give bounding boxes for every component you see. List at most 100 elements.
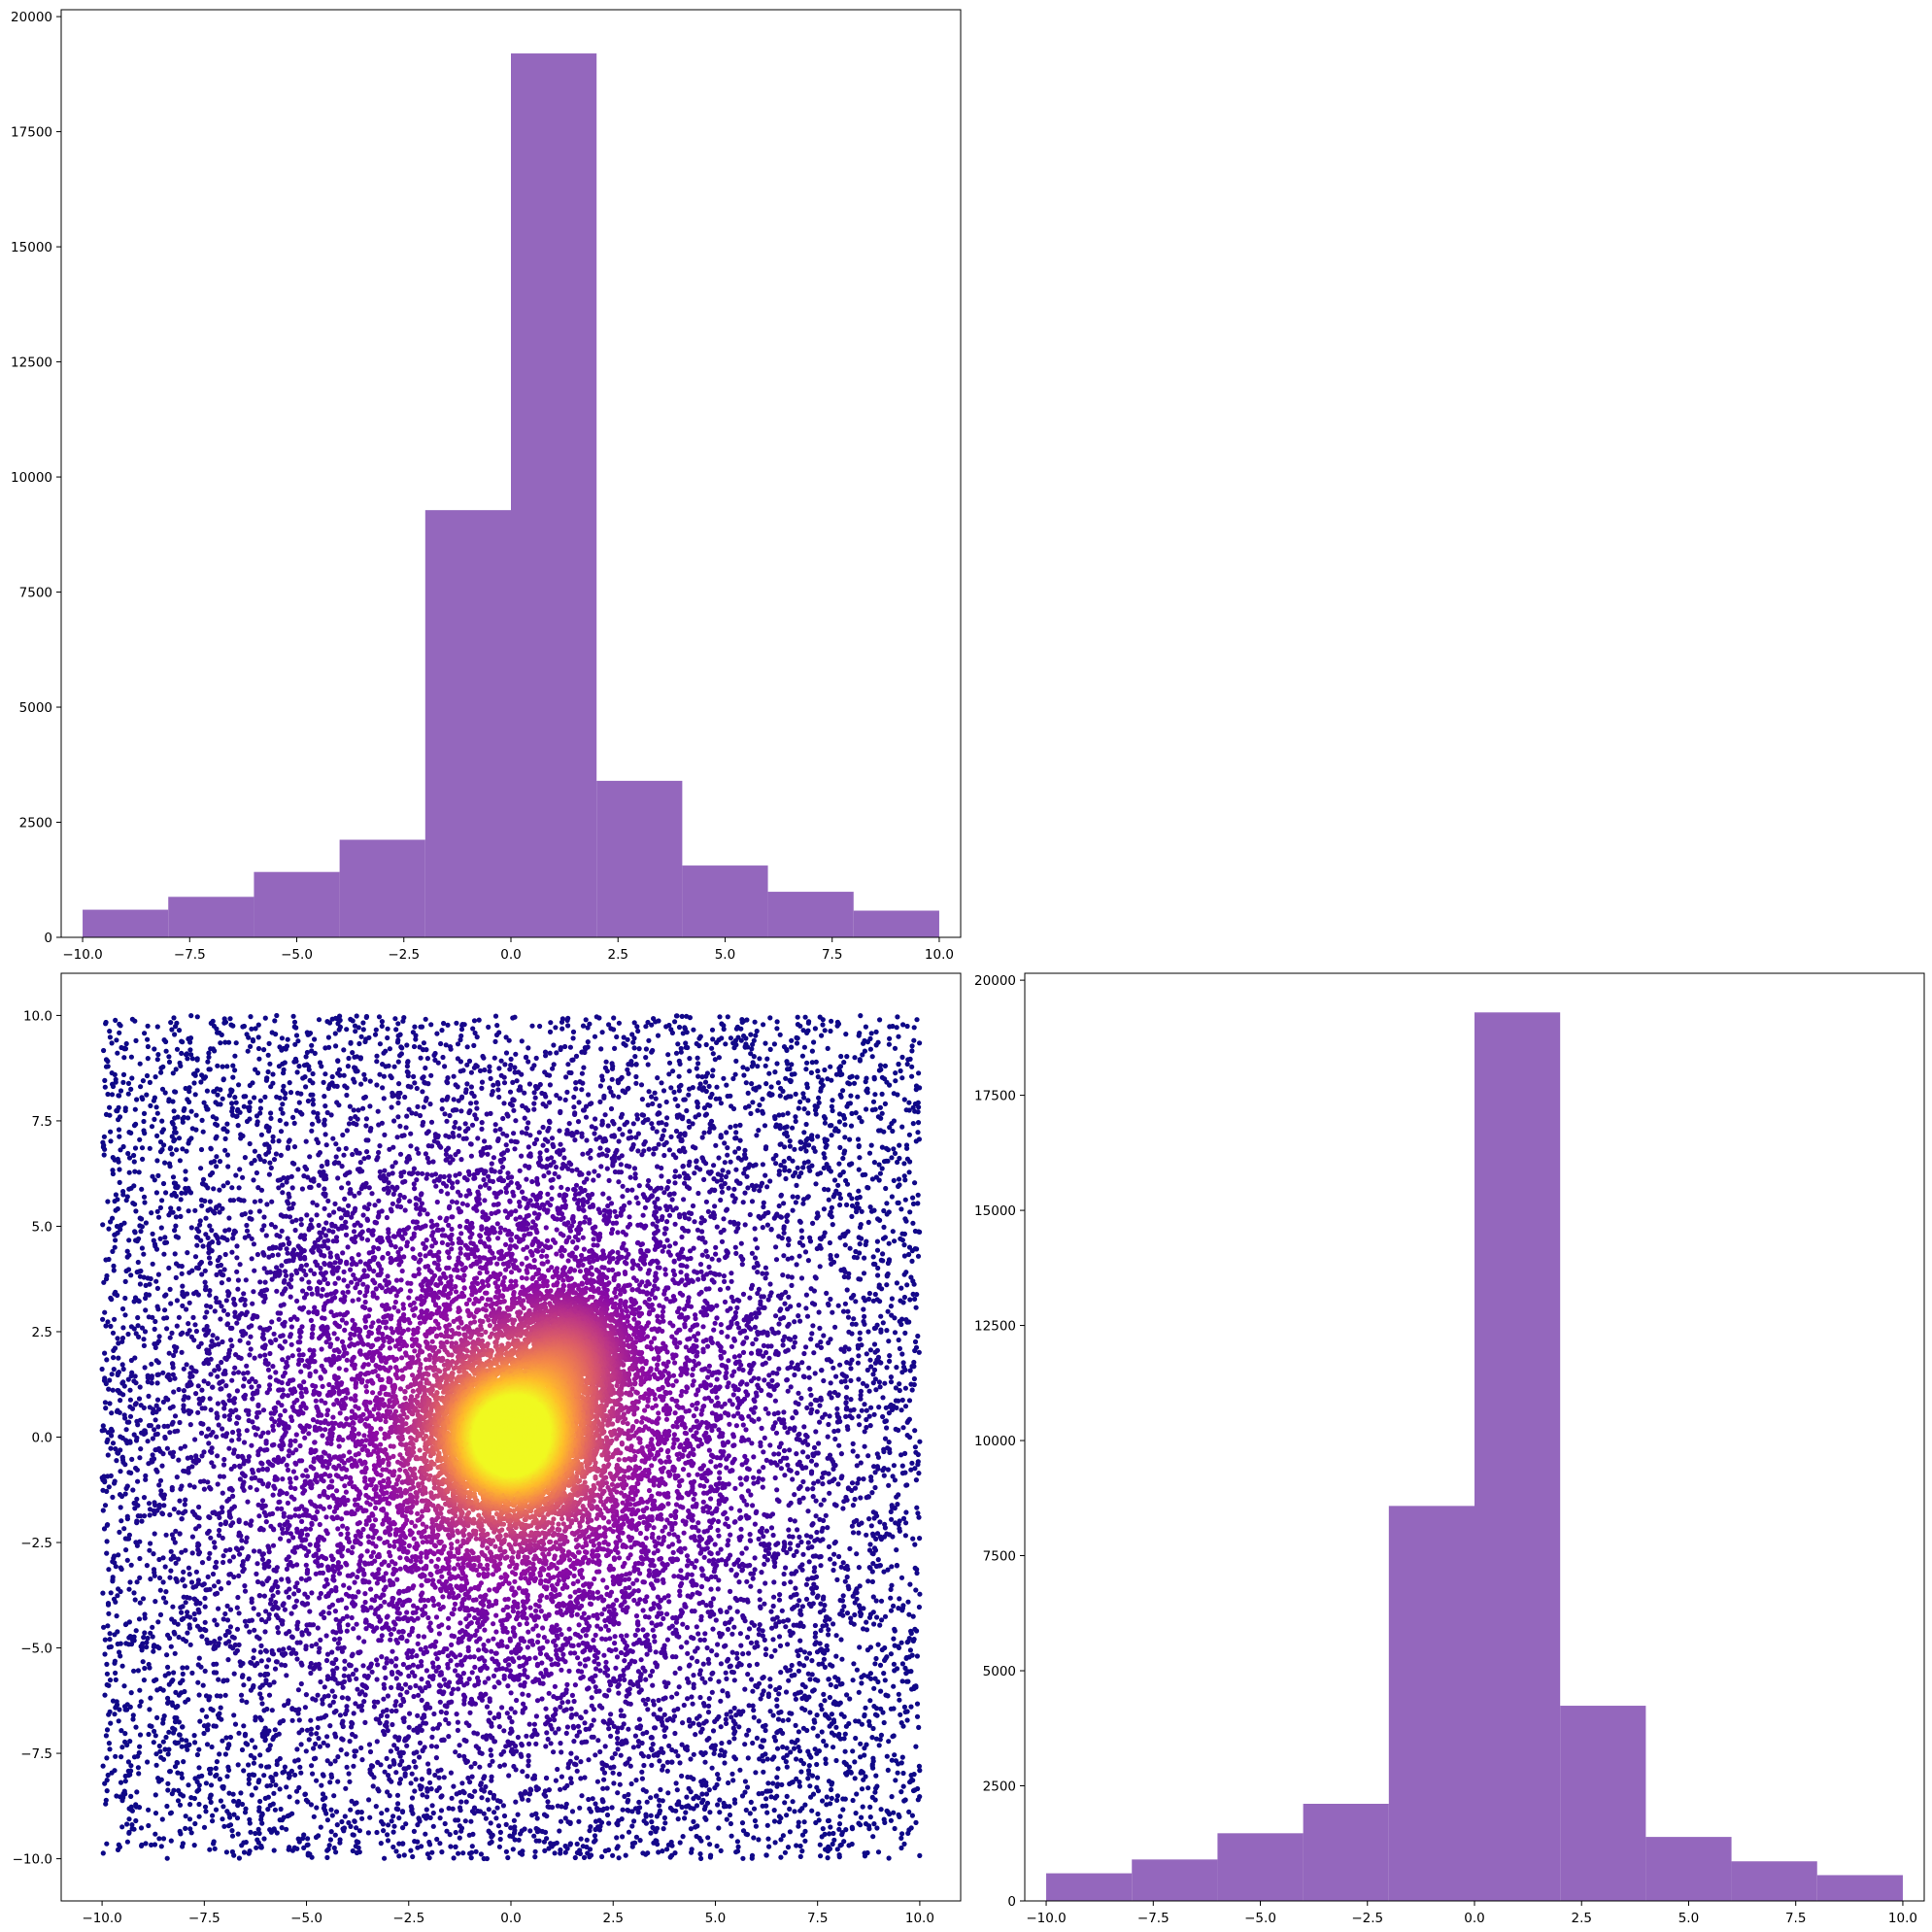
scatter-point: [814, 1761, 820, 1768]
scatter-point: [205, 1185, 211, 1191]
scatter-point: [105, 1199, 111, 1204]
scatter-point: [834, 1023, 840, 1029]
scatter-point: [272, 1807, 278, 1813]
scatter-point: [222, 1039, 228, 1045]
scatter-point: [845, 1485, 852, 1491]
scatter-point: [713, 1142, 719, 1148]
scatter-point: [112, 1712, 118, 1717]
scatter-point: [879, 1617, 885, 1623]
scatter-point: [900, 1364, 907, 1370]
scatter-point: [346, 1771, 352, 1777]
scatter-point: [774, 1703, 780, 1709]
scatter-point: [888, 1651, 895, 1657]
scatter-point: [218, 1798, 223, 1804]
scatter-point: [175, 1114, 181, 1120]
scatter-point: [165, 1780, 171, 1786]
scatter-point: [110, 1215, 116, 1221]
scatter-point: [826, 1543, 832, 1549]
scatter-point: [897, 1381, 902, 1387]
scatter-point: [152, 1427, 157, 1433]
scatter-point: [877, 1104, 884, 1110]
scatter-point: [177, 1158, 183, 1164]
scatter-point: [164, 1855, 170, 1861]
scatter-point: [182, 1688, 187, 1695]
scatter-point: [214, 1772, 220, 1778]
scatter-point: [121, 1383, 127, 1389]
scatter-point: [656, 1849, 661, 1855]
scatter-point: [822, 1698, 828, 1704]
scatter-point: [311, 1746, 317, 1751]
scatter-point: [841, 1604, 847, 1610]
scatter-point: [869, 1176, 876, 1182]
scatter-point: [310, 1070, 316, 1077]
scatter-point: [173, 1089, 179, 1095]
scatter-point: [220, 1783, 226, 1790]
scatter-point: [409, 1771, 415, 1777]
scatter-point: [171, 1670, 177, 1676]
scatter-point: [699, 1791, 705, 1797]
scatter-point: [326, 1020, 333, 1026]
scatter-point: [854, 1551, 860, 1557]
scatter-point: [113, 1079, 119, 1085]
scatter-point: [195, 1266, 201, 1271]
scatter-point: [834, 1793, 841, 1799]
scatter-point: [846, 1329, 852, 1335]
scatter-point: [778, 1670, 784, 1676]
scatter-point: [430, 1823, 436, 1829]
scatter-point: [862, 1752, 867, 1758]
scatter-point: [137, 1061, 143, 1067]
scatter-point: [136, 1169, 142, 1175]
scatter-point: [344, 1764, 350, 1770]
scatter-point: [830, 1194, 836, 1200]
scatter-point: [888, 1374, 895, 1380]
scatter-point: [109, 1040, 115, 1046]
scatter-point: [801, 1130, 807, 1135]
scatter-point: [474, 1034, 480, 1040]
scatter-point: [823, 1760, 829, 1766]
scatter-point: [121, 1055, 127, 1061]
scatter-point: [252, 1199, 257, 1204]
scatter-point: [342, 1813, 348, 1819]
scatter-point: [107, 1631, 113, 1637]
scatter-point: [423, 1016, 428, 1022]
scatter-point: [883, 1405, 889, 1410]
scatter-point: [755, 1107, 761, 1113]
scatter-point: [774, 1730, 780, 1736]
scatter-point: [347, 1779, 353, 1784]
scatter-point: [887, 1035, 893, 1041]
scatter-point: [760, 1110, 766, 1116]
scatter-point: [192, 1820, 198, 1827]
scatter-point: [253, 1745, 258, 1750]
scatter-point: [829, 1795, 834, 1801]
scatter-point: [730, 1778, 736, 1783]
scatter-point: [251, 1177, 256, 1183]
scatter-point: [857, 1330, 863, 1336]
scatter-point: [305, 1836, 311, 1842]
scatter-point: [138, 1229, 144, 1235]
scatter-point: [804, 1084, 810, 1091]
scatter-point: [167, 1511, 173, 1518]
scatter-point: [868, 1523, 874, 1529]
scatter-point: [373, 1804, 379, 1810]
scatter-point: [203, 1780, 209, 1786]
scatter-point: [321, 1079, 326, 1085]
scatter-point: [837, 1611, 843, 1617]
scatter-point: [101, 1134, 107, 1139]
scatter-point: [789, 1662, 795, 1669]
scatter-point: [866, 1290, 873, 1297]
scatter-point: [565, 1062, 571, 1068]
scatter-point: [897, 1155, 902, 1162]
scatter-point: [910, 1613, 916, 1619]
scatter-point: [526, 1081, 533, 1087]
scatter-point: [165, 1423, 171, 1429]
scatter-point: [866, 1718, 872, 1724]
scatter-point: [149, 1210, 154, 1216]
scatter-point: [700, 1797, 706, 1803]
scatter-point: [160, 1836, 167, 1842]
scatter-point: [175, 1703, 181, 1710]
scatter-point: [456, 1850, 461, 1856]
scatter-point: [861, 1271, 867, 1276]
scatter-point: [882, 1657, 888, 1663]
scatter-point: [217, 1636, 222, 1642]
scatter-point: [206, 1050, 212, 1056]
